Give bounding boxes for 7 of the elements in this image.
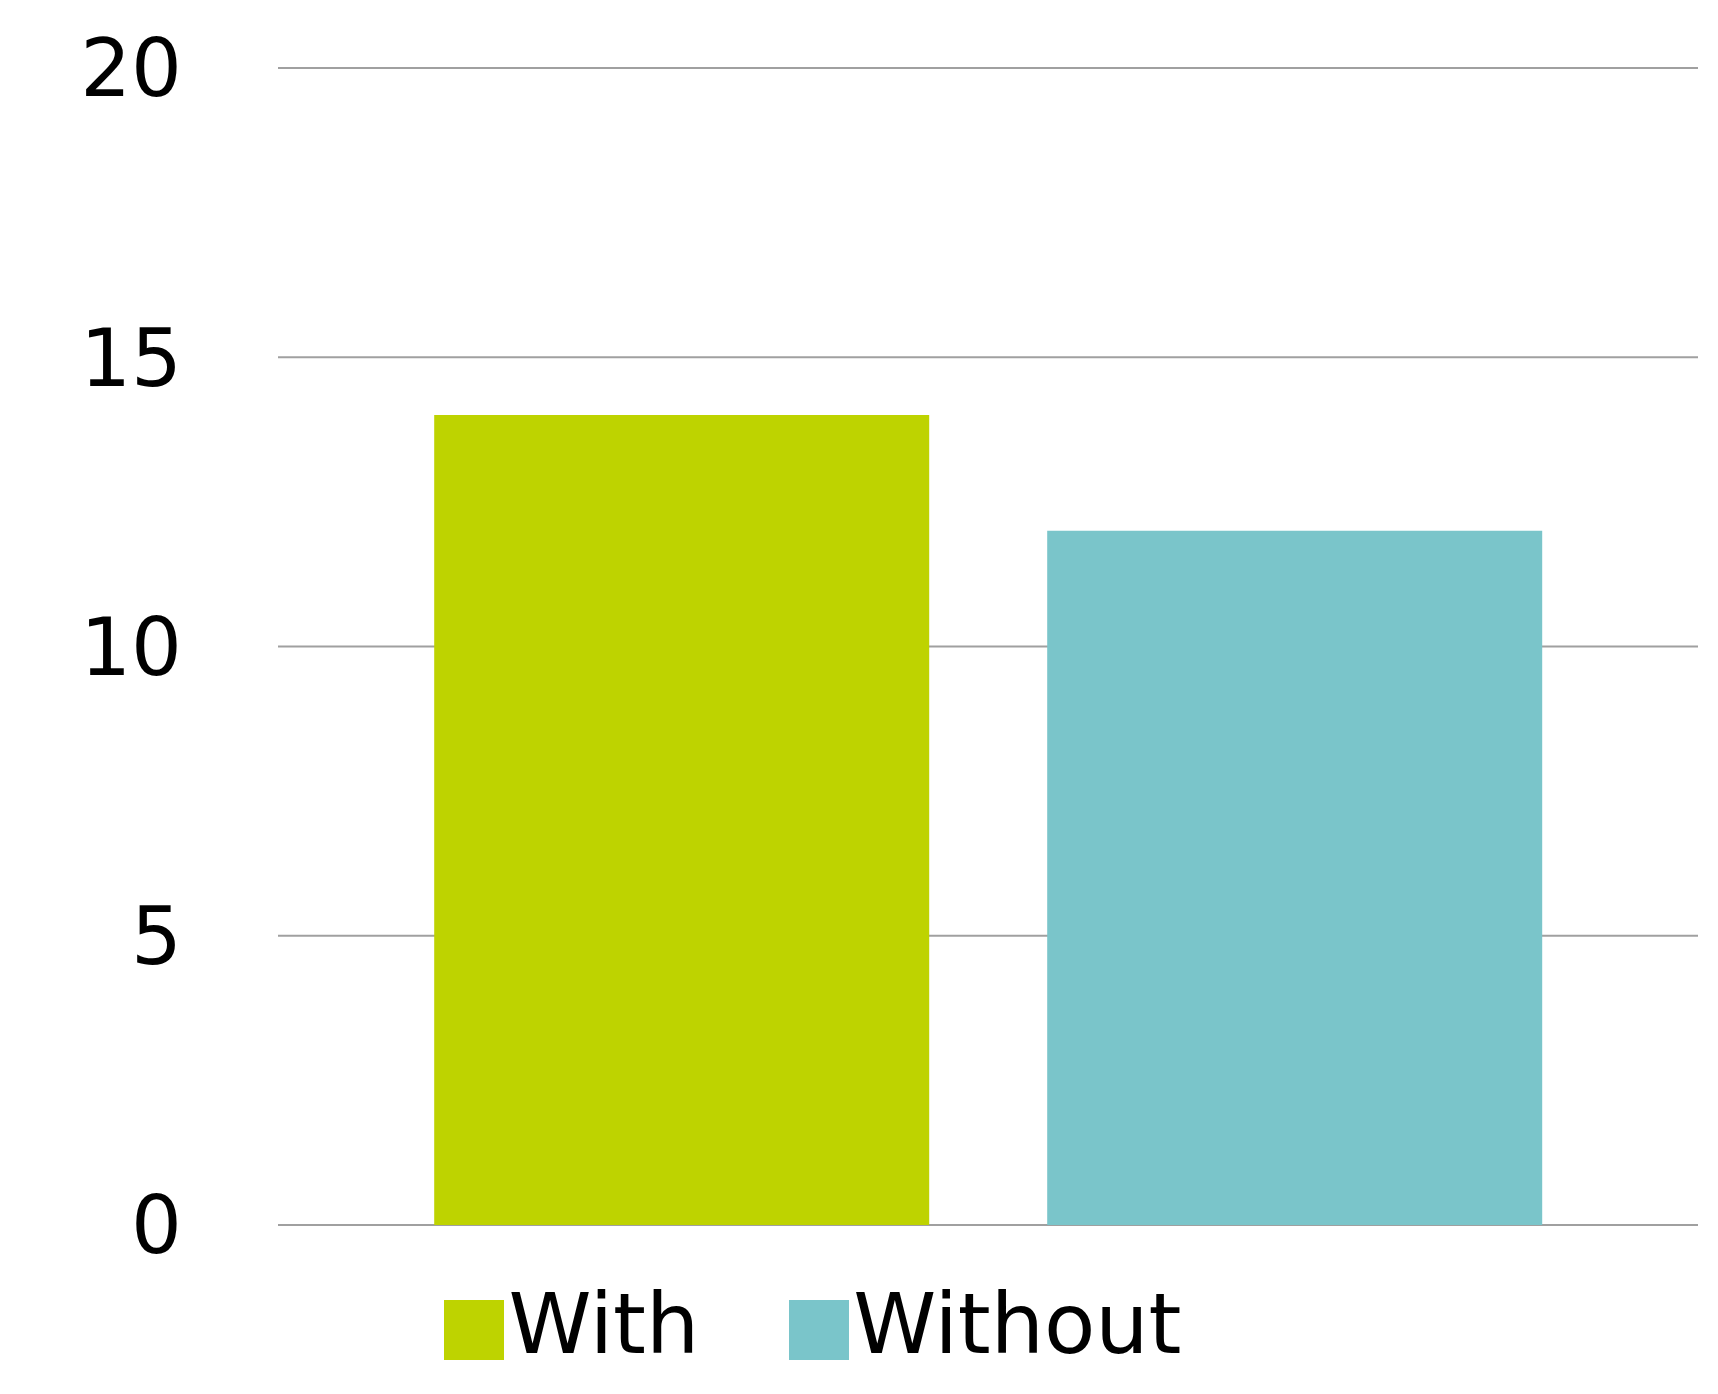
- legend-label: With: [508, 1275, 700, 1373]
- y-tick-label: 20: [80, 22, 182, 116]
- y-tick-label: 5: [131, 890, 182, 984]
- y-tick-label: 0: [131, 1179, 182, 1273]
- legend-label: Without: [853, 1275, 1182, 1373]
- y-tick-label: 10: [80, 600, 182, 694]
- y-tick-label: 15: [80, 311, 182, 405]
